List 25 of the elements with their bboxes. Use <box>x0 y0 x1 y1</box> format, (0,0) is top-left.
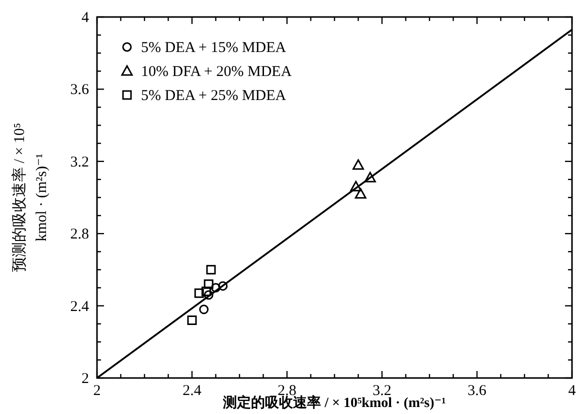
y-tick-label: 3.6 <box>70 82 90 98</box>
y-tick-label: 2 <box>82 371 89 387</box>
point <box>204 290 214 300</box>
point <box>350 180 362 192</box>
point <box>352 159 364 170</box>
point <box>206 264 216 274</box>
point <box>187 315 197 325</box>
x-tick-label: 2.4 <box>182 383 202 399</box>
legend-label: 10% DFA + 20% MDEA <box>141 64 292 80</box>
x-tick-label: 2 <box>93 383 101 399</box>
point <box>364 172 376 182</box>
x-tick-label: 4 <box>568 383 576 399</box>
legend-label: 5% DEA + 15% MDEA <box>141 40 286 56</box>
y-axis-title: 预测的吸收速率 / × 10⁵ kmol · (m²s)⁻¹ <box>11 122 50 272</box>
y-tick-label: 3.2 <box>70 154 89 170</box>
legend-label: 5% DEA + 25% MDEA <box>141 88 286 104</box>
x-tick-label: 3.6 <box>468 383 487 399</box>
point <box>218 281 228 291</box>
point <box>354 188 366 199</box>
y-tick-label: 4 <box>82 10 90 26</box>
y-tick-label: 2.8 <box>70 226 89 243</box>
point <box>204 279 214 289</box>
y-tick-label: 2.4 <box>70 298 90 315</box>
point <box>194 288 204 298</box>
point <box>199 304 209 314</box>
